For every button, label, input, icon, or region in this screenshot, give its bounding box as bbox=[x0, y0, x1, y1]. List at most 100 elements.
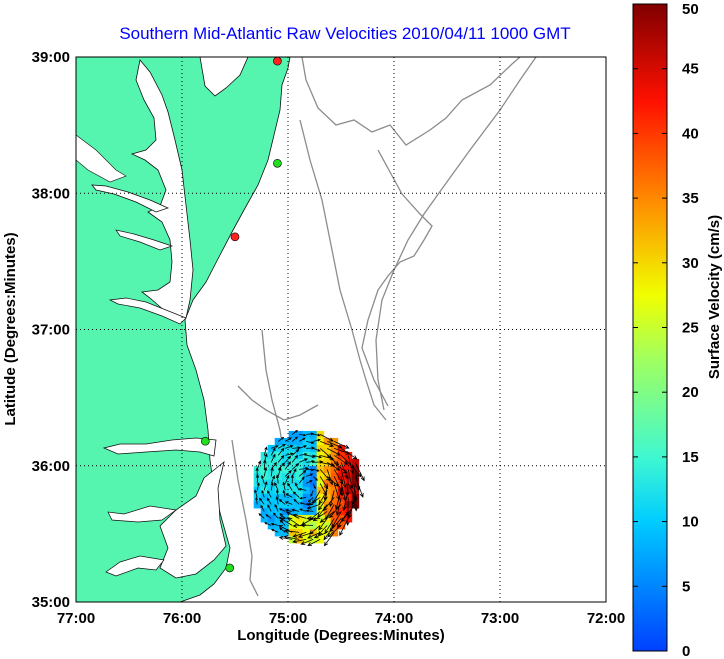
velocity-vector bbox=[291, 508, 300, 512]
velocity-cell bbox=[281, 514, 290, 523]
velocity-vector bbox=[278, 499, 286, 505]
colorbar-tick-label: 20 bbox=[682, 384, 699, 401]
velocity-vector bbox=[318, 490, 328, 505]
velocity-vector bbox=[318, 518, 328, 531]
velocity-cell bbox=[274, 465, 283, 474]
velocity-vector bbox=[291, 429, 299, 435]
velocity-vector bbox=[306, 504, 321, 510]
velocity-vector bbox=[284, 437, 292, 442]
y-tick-label: 38:00 bbox=[32, 185, 70, 202]
velocity-cell bbox=[281, 493, 290, 502]
colorbar-tick-label: 45 bbox=[682, 61, 699, 78]
velocity-vector bbox=[300, 523, 314, 528]
contour-shelf bbox=[301, 57, 521, 146]
velocity-cell bbox=[281, 500, 290, 509]
bathymetry-contours bbox=[231, 57, 537, 597]
chesapeake-bay bbox=[130, 59, 194, 321]
y-axis-label: Latitude (Degrees:Minutes) bbox=[2, 232, 19, 425]
velocity-vector bbox=[299, 508, 307, 512]
velocity-cell bbox=[267, 507, 276, 516]
velocity-cell bbox=[302, 486, 311, 495]
velocity-vector bbox=[285, 452, 294, 456]
velocity-cell bbox=[288, 514, 297, 523]
y-tick-label: 37:00 bbox=[32, 322, 70, 339]
grid-lines bbox=[76, 57, 606, 602]
velocity-cell bbox=[309, 528, 318, 537]
velocity-cell bbox=[288, 465, 297, 474]
velocity-cell bbox=[253, 486, 262, 495]
velocity-cell bbox=[288, 500, 297, 509]
velocity-vector bbox=[270, 522, 279, 526]
velocity-vector bbox=[283, 529, 300, 534]
velocity-field bbox=[253, 430, 360, 544]
velocity-vector bbox=[285, 445, 294, 449]
y-axis-ticks: 35:00 36:00 37:00 38:00 39:00 bbox=[32, 49, 70, 611]
velocity-cell bbox=[267, 521, 276, 530]
radar-station-marker bbox=[225, 563, 234, 573]
velocity-vector bbox=[299, 458, 308, 463]
velocity-vector bbox=[340, 483, 347, 502]
x-tick-label: 76:00 bbox=[163, 610, 201, 627]
radar-station-marker bbox=[201, 436, 210, 446]
velocity-vector bbox=[319, 448, 332, 459]
velocity-cell bbox=[281, 507, 290, 516]
velocity-cell bbox=[281, 458, 290, 467]
contour-shelf-break bbox=[299, 119, 387, 421]
velocity-vector bbox=[319, 511, 335, 523]
velocity-vector bbox=[256, 482, 260, 491]
velocity-vector bbox=[306, 468, 315, 472]
velocity-vector bbox=[270, 481, 274, 491]
velocity-cell bbox=[309, 535, 318, 544]
velocity-vector bbox=[306, 480, 313, 484]
velocity-cell bbox=[288, 507, 297, 516]
velocity-vector bbox=[270, 466, 274, 477]
velocity-cell bbox=[260, 479, 269, 488]
velocity-cell bbox=[295, 479, 304, 488]
velocity-vector bbox=[320, 441, 334, 447]
velocity-vector bbox=[298, 476, 305, 484]
velocity-cell bbox=[295, 514, 304, 523]
velocity-cell bbox=[316, 535, 325, 544]
y-tick-label: 35:00 bbox=[32, 594, 70, 611]
velocity-vector bbox=[318, 497, 328, 511]
velocity-cell bbox=[274, 451, 283, 460]
velocity-vector bbox=[299, 502, 307, 505]
potomac-river bbox=[91, 184, 170, 213]
velocity-vector bbox=[282, 489, 286, 498]
velocity-vector bbox=[347, 469, 354, 490]
velocity-vector bbox=[326, 462, 341, 471]
velocity-cell bbox=[316, 514, 325, 523]
velocity-cell bbox=[274, 458, 283, 467]
velocity-cell bbox=[274, 521, 283, 530]
velocity-cell bbox=[288, 535, 297, 544]
velocity-vector bbox=[265, 514, 272, 519]
velocity-cell bbox=[253, 493, 262, 502]
velocity-vector bbox=[291, 454, 299, 463]
velocity-cell bbox=[295, 535, 304, 544]
velocity-vector bbox=[291, 462, 300, 470]
velocity-vector bbox=[283, 535, 300, 540]
velocity-cell bbox=[281, 521, 290, 530]
velocity-vector bbox=[263, 466, 268, 477]
velocity-vector bbox=[263, 446, 268, 456]
colorbar-label: Surface Velocity (cm/s) bbox=[706, 215, 723, 379]
velocity-cell bbox=[323, 507, 332, 516]
velocity-vector bbox=[334, 441, 350, 449]
velocity-vector bbox=[340, 469, 347, 489]
velocity-cell bbox=[316, 507, 325, 516]
velocity-vector bbox=[292, 446, 301, 450]
velocity-vector bbox=[261, 489, 265, 498]
velocity-vector bbox=[333, 455, 349, 465]
y-tick-label: 36:00 bbox=[32, 458, 70, 475]
velocity-vector bbox=[320, 434, 334, 442]
velocity-vector bbox=[340, 504, 356, 523]
velocity-cell bbox=[288, 528, 297, 537]
velocity-cell bbox=[295, 500, 304, 509]
velocity-cell bbox=[302, 535, 311, 544]
velocity-cell bbox=[288, 521, 297, 530]
plot-area bbox=[76, 57, 606, 602]
velocity-vector bbox=[291, 448, 300, 456]
velocity-vector bbox=[329, 490, 335, 508]
velocity-vector bbox=[328, 504, 342, 519]
velocity-vector bbox=[284, 474, 290, 484]
